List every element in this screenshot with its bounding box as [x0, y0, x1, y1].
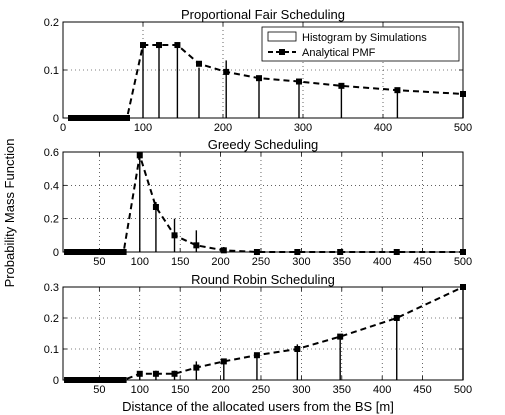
y-tick-label: 0.4	[44, 180, 59, 192]
pmf-marker	[393, 315, 400, 321]
axes-box	[62, 21, 464, 119]
chart-title: Proportional Fair Scheduling	[181, 7, 345, 22]
pmf-marker	[338, 82, 345, 89]
pmf-marker	[253, 352, 260, 359]
legend-histogram-swatch	[267, 31, 297, 42]
x-tick-label: 200	[214, 122, 232, 134]
chart-title: Round Robin Scheduling	[191, 272, 335, 287]
axes-box	[62, 286, 464, 381]
x-tick-label: 0	[60, 122, 66, 134]
axes-box	[62, 151, 464, 253]
chart-title: Greedy Scheduling	[208, 137, 319, 152]
y-tick-label: 0	[53, 375, 59, 387]
y-tick-label: 0.1	[44, 344, 59, 356]
x-tick-label: 300	[292, 384, 310, 396]
y-tick-label: 0.6	[44, 147, 59, 159]
x-tick-label: 50	[93, 384, 105, 396]
y-tick-label: 0.2	[44, 313, 59, 325]
x-tick-label: 500	[454, 256, 472, 268]
plot-area	[63, 152, 463, 252]
y-tick-label: 0	[53, 113, 59, 125]
pmf-marker	[223, 68, 230, 75]
x-tick-label: 500	[454, 384, 472, 396]
pmf-marker	[171, 370, 178, 377]
x-tick-label: 100	[131, 384, 149, 396]
pmf-marker	[220, 358, 227, 365]
x-tick-label: 250	[252, 256, 270, 268]
x-tick-label: 100	[131, 256, 149, 268]
pmf-marker	[193, 242, 200, 249]
y-tick-label: 0.1	[44, 65, 59, 77]
y-axis-label: Probability Mass Function	[2, 139, 17, 288]
x-tick-label: 300	[292, 256, 310, 268]
pmf-marker	[156, 42, 162, 49]
pmf-marker	[152, 370, 159, 377]
x-tick-label: 400	[373, 384, 391, 396]
x-tick-label: 200	[211, 384, 229, 396]
x-tick-label: 400	[374, 122, 392, 134]
legend: Histogram by Simulations Analytical PMF	[261, 26, 460, 62]
x-tick-label: 250	[252, 384, 270, 396]
chart-panel-3: 50 100 150 200 250 300 350 400 450 500 0 0.1 0.2 0.3 R…	[44, 272, 472, 396]
pmf-marker	[152, 204, 159, 210]
x-tick-label: 150	[171, 256, 189, 268]
y-tick-label: 0.3	[44, 282, 59, 294]
x-tick-label: 300	[294, 122, 312, 134]
pmf-marker	[394, 87, 401, 94]
legend-entry-label: Analytical PMF	[302, 47, 376, 59]
plot-area	[63, 287, 463, 380]
y-tick-label: 0.2	[44, 17, 59, 29]
chart-panel-1: 0 100 200 300 400 500 0 0.1 0.2 Proportional Fair…	[44, 7, 472, 134]
pmf-marker	[136, 152, 143, 159]
x-tick-label: 50	[93, 256, 105, 268]
x-tick-label: 100	[134, 122, 152, 134]
x-tick-label: 150	[171, 384, 189, 396]
legend-entry-label: Histogram by Simulations	[302, 32, 427, 44]
y-tick-label: 0	[53, 247, 59, 259]
x-tick-label: 350	[333, 384, 351, 396]
pmf-marker	[256, 75, 262, 82]
chart-panel-2: 50 100 150 200 250 300 350 400 450 500 0 0.2 0.4 0.6 G…	[44, 137, 472, 268]
pmf-marker	[136, 370, 143, 377]
x-axis-label: Distance of the allocated users from the…	[122, 399, 394, 414]
x-tick-label: 350	[333, 256, 351, 268]
pmf-marker	[337, 333, 344, 340]
pmf-marker	[296, 78, 302, 85]
legend-pmf-marker	[279, 49, 285, 55]
pmf-marker	[196, 60, 202, 67]
pmf-marker	[174, 42, 181, 49]
x-tick-label: 500	[454, 122, 472, 134]
pmf-marker	[140, 42, 146, 49]
y-tick-label: 0.2	[44, 214, 59, 226]
pmf-marker	[193, 364, 200, 371]
x-tick-label: 200	[211, 256, 229, 268]
x-tick-label: 400	[373, 256, 391, 268]
pmf-marker	[220, 247, 227, 254]
x-tick-label: 450	[413, 256, 431, 268]
pmf-marker	[171, 232, 178, 239]
x-tick-label: 450	[413, 384, 431, 396]
pmf-marker	[294, 346, 301, 352]
